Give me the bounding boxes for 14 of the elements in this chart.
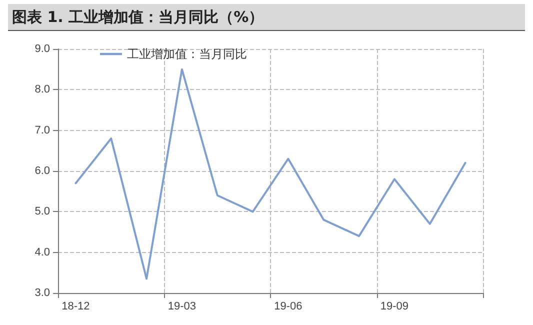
y-tick-label: 5.0 <box>34 206 50 218</box>
y-tick-label: 4.0 <box>34 246 50 258</box>
x-tick-label: 18-12 <box>62 300 90 312</box>
y-tick-label: 6.0 <box>34 165 50 177</box>
x-tick-label: 19-09 <box>380 300 409 312</box>
line-series <box>74 68 466 280</box>
x-tick-label: 19-06 <box>274 300 302 312</box>
y-tick-label: 7.0 <box>34 124 50 136</box>
y-tick-label: 3.0 <box>34 287 50 299</box>
y-tick-label: 9.0 <box>34 43 50 55</box>
chart-title: 图表 1. 工业增加值：当月同比（%） <box>8 4 525 31</box>
x-tick-label: 19-03 <box>168 300 196 312</box>
y-tick-label: 8.0 <box>34 84 50 96</box>
legend-label: 工业增加值：当月同比 <box>127 47 247 61</box>
